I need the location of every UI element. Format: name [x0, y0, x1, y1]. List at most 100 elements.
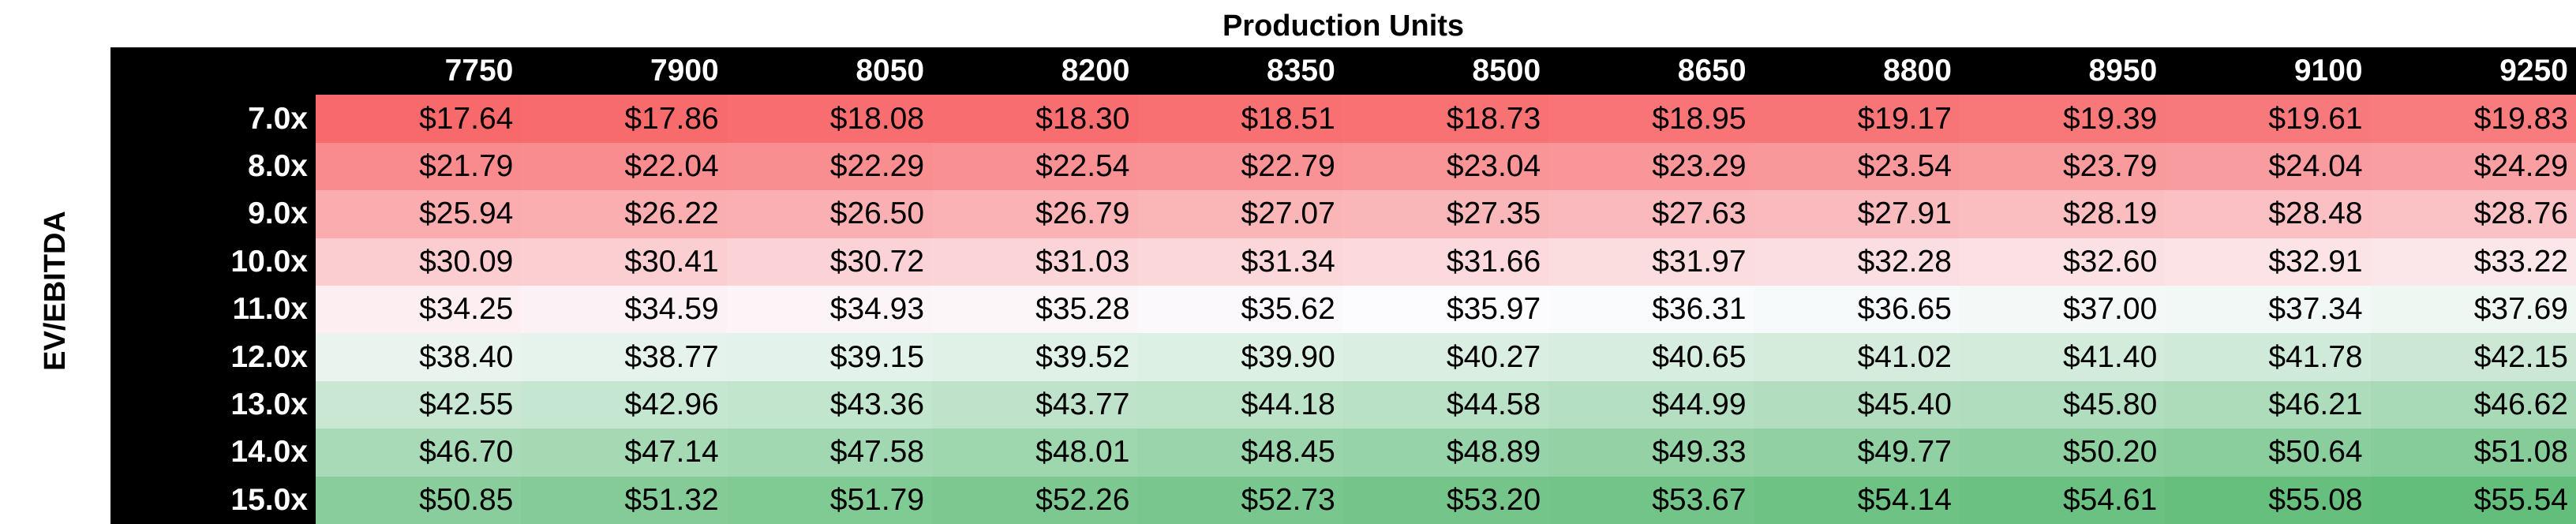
value-cell: $46.21 [2165, 380, 2371, 429]
value-cell: $22.54 [932, 142, 1138, 191]
value-cell: $55.08 [2165, 476, 2371, 524]
value-cell: $19.17 [1754, 95, 1960, 143]
value-cell: $27.35 [1342, 190, 1549, 238]
value-cell: $45.40 [1754, 380, 1960, 429]
value-cell: $18.51 [1137, 95, 1343, 143]
value-cell: $34.93 [726, 286, 933, 334]
value-cell: $35.62 [1137, 286, 1343, 334]
value-cell: $22.29 [726, 142, 933, 191]
value-cell: $28.76 [2370, 190, 2576, 238]
value-cell: $23.04 [1342, 142, 1549, 191]
value-cell: $18.08 [726, 95, 933, 143]
value-cell: $30.72 [726, 238, 933, 286]
value-cell: $18.30 [932, 95, 1138, 143]
value-cell: $49.33 [1548, 429, 1754, 477]
column-header: 8800 [1754, 47, 1960, 95]
row-header: 9.0x [110, 190, 316, 238]
value-cell: $32.91 [2165, 238, 2371, 286]
value-cell: $53.20 [1342, 476, 1549, 524]
row-header: 8.0x [110, 142, 316, 191]
value-cell: $44.18 [1137, 380, 1343, 429]
table-corner [110, 47, 316, 95]
value-cell: $51.79 [726, 476, 933, 524]
value-cell: $30.09 [316, 238, 522, 286]
value-cell: $40.65 [1548, 333, 1754, 381]
value-cell: $48.89 [1342, 429, 1549, 477]
value-cell: $32.28 [1754, 238, 1960, 286]
value-cell: $34.25 [316, 286, 522, 334]
value-cell: $54.61 [1959, 476, 2166, 524]
value-cell: $39.15 [726, 333, 933, 381]
value-cell: $36.31 [1548, 286, 1754, 334]
value-cell: $23.54 [1754, 142, 1960, 191]
value-cell: $33.22 [2370, 238, 2576, 286]
value-cell: $34.59 [521, 286, 727, 334]
value-cell: $27.63 [1548, 190, 1754, 238]
column-header: 7750 [316, 47, 522, 95]
value-cell: $45.80 [1959, 380, 2166, 429]
value-cell: $48.01 [932, 429, 1138, 477]
value-cell: $42.15 [2370, 333, 2576, 381]
value-cell: $48.45 [1137, 429, 1343, 477]
value-cell: $31.66 [1342, 238, 1549, 286]
value-cell: $31.03 [932, 238, 1138, 286]
column-header: 8200 [932, 47, 1138, 95]
value-cell: $17.64 [316, 95, 522, 143]
value-cell: $50.20 [1959, 429, 2166, 477]
value-cell: $38.77 [521, 333, 727, 381]
value-cell: $28.19 [1959, 190, 2166, 238]
value-cell: $24.29 [2370, 142, 2576, 191]
row-header: 12.0x [110, 333, 316, 381]
row-axis-title: EV/EBITDA [24, 188, 87, 393]
value-cell: $37.34 [2165, 286, 2371, 334]
value-cell: $55.54 [2370, 476, 2576, 524]
value-cell: $42.96 [521, 380, 727, 429]
value-cell: $22.79 [1137, 142, 1343, 191]
value-cell: $39.52 [932, 333, 1138, 381]
value-cell: $50.85 [316, 476, 522, 524]
value-cell: $19.83 [2370, 95, 2576, 143]
column-header: 9100 [2165, 47, 2371, 95]
row-header: 15.0x [110, 476, 316, 524]
row-header: 7.0x [110, 95, 316, 143]
column-header: 8350 [1137, 47, 1343, 95]
value-cell: $30.41 [521, 238, 727, 286]
row-header: 14.0x [110, 429, 316, 477]
row-header: 10.0x [110, 238, 316, 286]
column-axis-title: Production Units [1222, 9, 1465, 43]
value-cell: $31.34 [1137, 238, 1343, 286]
value-cell: $35.28 [932, 286, 1138, 334]
value-cell: $31.97 [1548, 238, 1754, 286]
value-cell: $27.07 [1137, 190, 1343, 238]
value-cell: $47.58 [726, 429, 933, 477]
value-cell: $21.79 [316, 142, 522, 191]
value-cell: $44.58 [1342, 380, 1549, 429]
column-header: 8950 [1959, 47, 2166, 95]
value-cell: $19.39 [1959, 95, 2166, 143]
value-cell: $23.79 [1959, 142, 2166, 191]
value-cell: $26.50 [726, 190, 933, 238]
value-cell: $24.04 [2165, 142, 2371, 191]
column-header: 8650 [1548, 47, 1754, 95]
value-cell: $26.22 [521, 190, 727, 238]
value-cell: $37.69 [2370, 286, 2576, 334]
value-cell: $17.86 [521, 95, 727, 143]
value-cell: $51.32 [521, 476, 727, 524]
value-cell: $32.60 [1959, 238, 2166, 286]
value-cell: $52.73 [1137, 476, 1343, 524]
value-cell: $46.62 [2370, 380, 2576, 429]
row-header: 13.0x [110, 380, 316, 429]
value-cell: $36.65 [1754, 286, 1960, 334]
row-header: 11.0x [110, 286, 316, 334]
value-cell: $25.94 [316, 190, 522, 238]
value-cell: $41.02 [1754, 333, 1960, 381]
row-axis-title-text: EV/EBITDA [38, 210, 72, 371]
value-cell: $43.77 [932, 380, 1138, 429]
value-cell: $47.14 [521, 429, 727, 477]
sensitivity-table: 7750 7900 8050 8200 8350 8500 8650 8800 8950 9100… [110, 47, 2576, 524]
value-cell: $38.40 [316, 333, 522, 381]
column-header: 8050 [726, 47, 933, 95]
column-header: 7900 [521, 47, 727, 95]
value-cell: $41.78 [2165, 333, 2371, 381]
value-cell: $52.26 [932, 476, 1138, 524]
